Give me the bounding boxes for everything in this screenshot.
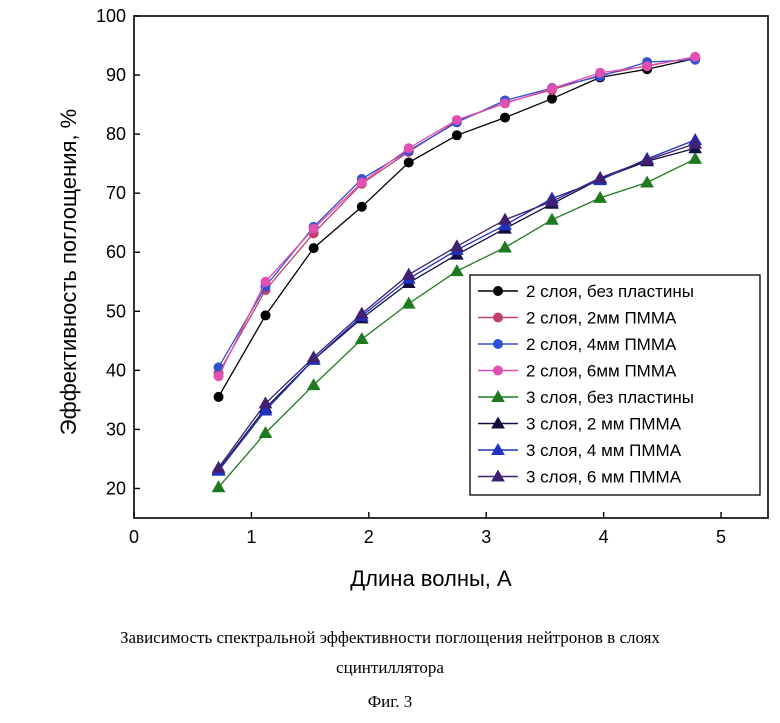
data-point-circle [214, 392, 223, 401]
data-point-circle [261, 311, 270, 320]
legend-label: 3 слоя, 6 мм ПММА [526, 468, 682, 487]
absorption-efficiency-chart: 0 1 2 3 4 5 20 30 40 50 60 70 80 90 100 Длина волны, А Э… [0, 0, 780, 600]
data-point-triangle [403, 298, 415, 309]
data-point-triangle [356, 333, 368, 344]
x-tick-label: 3 [481, 527, 491, 547]
legend-label: 3 слоя, без пластины [526, 388, 694, 407]
data-point-triangle [403, 269, 415, 280]
data-point-circle [452, 115, 461, 124]
legend-label: 2 слоя, 2мм ПММА [526, 309, 677, 328]
data-point-circle [261, 277, 270, 286]
data-point-circle [309, 244, 318, 253]
data-point-circle [452, 131, 461, 140]
y-tick-label: 70 [106, 183, 126, 203]
y-tick-label: 40 [106, 360, 126, 380]
legend: 2 слоя, без пластины 2 слоя, 2мм ПММА 2 сл… [470, 275, 760, 495]
data-point-circle [309, 224, 318, 233]
y-tick-label: 60 [106, 242, 126, 262]
x-tick-label: 1 [246, 527, 256, 547]
data-point-circle [404, 144, 413, 153]
data-point-circle [596, 68, 605, 77]
y-tick-label: 30 [106, 419, 126, 439]
figure-caption-line-2: сцинтиллятора [0, 658, 780, 678]
data-point-circle [501, 113, 510, 122]
data-point-circle [494, 366, 503, 375]
data-point-triangle [451, 265, 463, 276]
legend-label: 3 слоя, 4 мм ПММА [526, 441, 682, 460]
figure-caption-line-1: Зависимость спектральной эффективности п… [0, 628, 780, 648]
y-tick-label: 20 [106, 478, 126, 498]
y-tick-label: 80 [106, 124, 126, 144]
legend-label: 3 слоя, 2 мм ПММА [526, 415, 682, 434]
data-point-circle [494, 287, 503, 296]
data-point-circle [357, 178, 366, 187]
data-point-circle [494, 313, 503, 322]
data-point-triangle [499, 214, 511, 225]
data-point-circle [691, 52, 700, 61]
data-point-triangle [546, 214, 558, 225]
legend-label: 2 слоя, 6мм ПММА [526, 362, 677, 381]
figure-label: Фиг. 3 [0, 692, 780, 712]
y-axis-title: Эффективность поглощения, % [56, 109, 81, 435]
legend-label: 2 слоя, без пластины [526, 282, 694, 301]
data-point-circle [494, 340, 503, 349]
data-point-circle [214, 372, 223, 381]
data-point-circle [643, 62, 652, 71]
data-point-circle [404, 158, 413, 167]
data-point-circle [547, 94, 556, 103]
data-point-circle [357, 202, 366, 211]
data-point-circle [501, 99, 510, 108]
y-tick-label: 100 [96, 6, 126, 26]
data-point-triangle [641, 177, 653, 188]
x-axis-title: Длина волны, А [350, 566, 512, 591]
x-tick-label: 4 [599, 527, 609, 547]
y-tick-label: 50 [106, 301, 126, 321]
y-tick-label: 90 [106, 65, 126, 85]
data-point-triangle [499, 242, 511, 253]
data-point-triangle [451, 240, 463, 251]
data-point-triangle [689, 153, 701, 164]
data-point-circle [547, 84, 556, 93]
x-tick-label: 0 [129, 527, 139, 547]
x-tick-label: 5 [716, 527, 726, 547]
x-tick-label: 2 [364, 527, 374, 547]
legend-label: 2 слоя, 4мм ПММА [526, 335, 677, 354]
